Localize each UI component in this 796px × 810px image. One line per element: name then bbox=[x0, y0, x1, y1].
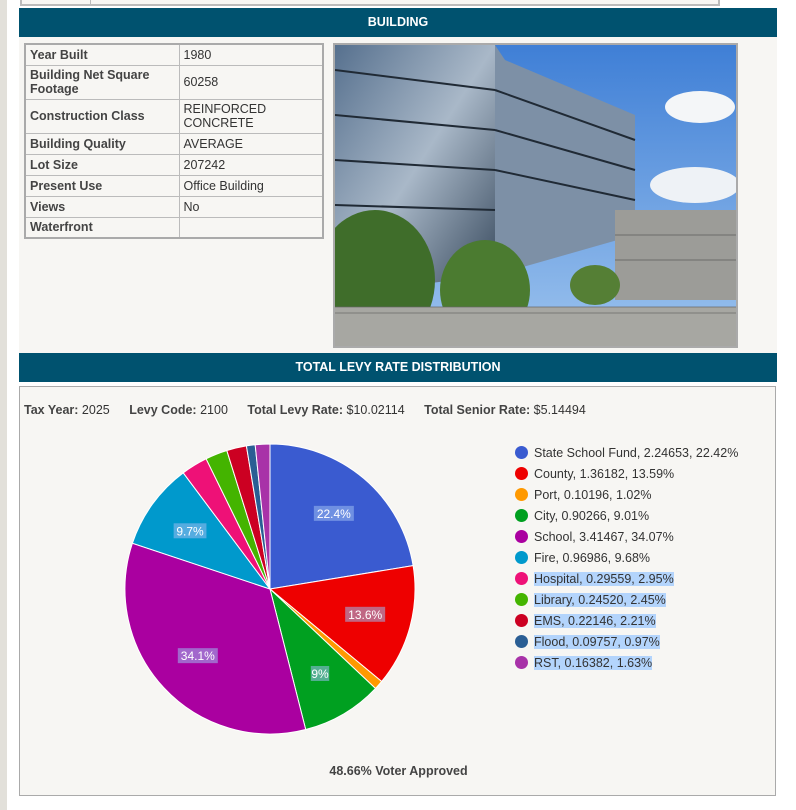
building-field-value: AVERAGE bbox=[178, 132, 324, 155]
building-row: Views No bbox=[24, 195, 324, 218]
legend-dot-icon bbox=[515, 530, 528, 543]
levy-pie-chart[interactable]: 22.4% 13.6% 9% 34.1% 9.7% bbox=[20, 387, 500, 767]
building-field-label: Waterfront bbox=[24, 216, 180, 239]
building-field-label: Building Net Square Footage bbox=[24, 64, 180, 100]
building-field-label: Year Built bbox=[24, 43, 180, 66]
legend-item[interactable]: County, 1.36182, 13.59% bbox=[515, 463, 738, 484]
slice-label-highlight bbox=[345, 606, 386, 622]
legend-dot-icon bbox=[515, 488, 528, 501]
building-row: Present Use Office Building bbox=[24, 174, 324, 197]
legend-item[interactable]: EMS, 0.22146, 2.21% bbox=[515, 610, 738, 631]
senior-rate-label: Total Senior Rate: bbox=[424, 403, 531, 417]
voter-approved: 48.66% Voter Approved bbox=[329, 764, 468, 778]
senior-rate-value: $5.14494 bbox=[533, 403, 586, 417]
building-row: Year Built 1980 bbox=[24, 43, 324, 66]
pie-slice-school[interactable] bbox=[124, 542, 307, 735]
levy-code-value: 2100 bbox=[200, 403, 228, 417]
building-field-value: 207242 bbox=[178, 153, 324, 176]
slice-label: 9.7% bbox=[176, 524, 204, 538]
building-field-label: Views bbox=[24, 195, 180, 218]
legend-item[interactable]: Library, 0.24520, 2.45% bbox=[515, 589, 738, 610]
building-row: Building Quality AVERAGE bbox=[24, 132, 324, 155]
building-field-value: 60258 bbox=[178, 64, 324, 100]
legend-dot-icon bbox=[515, 446, 528, 459]
building-field-value: REINFORCED CONCRETE bbox=[178, 98, 324, 134]
legend-item[interactable]: Port, 0.10196, 1.02% bbox=[515, 484, 738, 505]
legend-item[interactable]: School, 3.41467, 34.07% bbox=[515, 526, 738, 547]
legend-item[interactable]: Hospital, 0.29559, 2.95% bbox=[515, 568, 738, 589]
building-row: Construction Class REINFORCED CONCRETE bbox=[24, 98, 324, 134]
legend-label: Fire, 0.96986, 9.68% bbox=[534, 550, 651, 565]
building-row: Lot Size 207242 bbox=[24, 153, 324, 176]
building-row: Waterfront bbox=[24, 216, 324, 239]
slice-label: 22.4% bbox=[317, 507, 351, 521]
legend-dot-icon bbox=[515, 614, 528, 627]
building-field-label: Building Quality bbox=[24, 132, 180, 155]
legend-label: EMS, 0.22146, 2.21% bbox=[534, 613, 656, 628]
building-table: Year Built 1980 Building Net Square Footag… bbox=[24, 43, 324, 239]
slice-label: 34.1% bbox=[181, 649, 215, 663]
levy-chart-panel: Tax Year: 2025 Levy Code: 2100 Total Lev… bbox=[19, 386, 776, 796]
building-photo[interactable] bbox=[333, 43, 738, 348]
chart-legend: State School Fund, 2.24653, 22.42% County… bbox=[515, 442, 738, 673]
building-field-value: 1980 bbox=[178, 43, 324, 66]
legend-item[interactable]: State School Fund, 2.24653, 22.42% bbox=[515, 442, 738, 463]
building-field-value bbox=[178, 216, 324, 239]
legend-dot-icon bbox=[515, 593, 528, 606]
building-field-label: Present Use bbox=[24, 174, 180, 197]
slice-label-highlight bbox=[177, 648, 218, 664]
building-field-value: Office Building bbox=[178, 174, 324, 197]
legend-dot-icon bbox=[515, 635, 528, 648]
building-header: BUILDING bbox=[19, 8, 777, 37]
legend-label: Port, 0.10196, 1.02% bbox=[534, 487, 652, 502]
legend-label: RST, 0.16382, 1.63% bbox=[534, 655, 653, 670]
legend-label: Library, 0.24520, 2.45% bbox=[534, 592, 666, 607]
legend-dot-icon bbox=[515, 467, 528, 480]
building-field-label: Lot Size bbox=[24, 153, 180, 176]
building-field-label: Construction Class bbox=[24, 98, 180, 134]
slice-label-highlight bbox=[310, 665, 330, 681]
legend-item[interactable]: City, 0.90266, 9.01% bbox=[515, 505, 738, 526]
legend-label: State School Fund, 2.24653, 22.42% bbox=[534, 445, 739, 460]
legend-label: Hospital, 0.29559, 2.95% bbox=[534, 571, 674, 586]
legend-dot-icon bbox=[515, 572, 528, 585]
tax-year-label: Tax Year: bbox=[24, 403, 79, 417]
pie-slice-city[interactable] bbox=[269, 587, 377, 731]
legend-dot-icon bbox=[515, 509, 528, 522]
legend-item[interactable]: RST, 0.16382, 1.63% bbox=[515, 652, 738, 673]
tax-year-value: 2025 bbox=[81, 403, 110, 417]
total-levy-label: Total Levy Rate: bbox=[247, 403, 344, 417]
building-field-value: No bbox=[178, 195, 324, 218]
building-row: Building Net Square Footage 60258 bbox=[24, 64, 324, 100]
legend-item[interactable]: Fire, 0.96986, 9.68% bbox=[515, 547, 738, 568]
legend-label: City, 0.90266, 9.01% bbox=[534, 508, 650, 523]
slice-label-highlight bbox=[313, 505, 354, 521]
pie-slice-rst[interactable] bbox=[254, 443, 271, 590]
legend-label: School, 3.41467, 34.07% bbox=[534, 529, 674, 544]
legend-label: Flood, 0.09757, 0.97% bbox=[534, 634, 660, 649]
legend-item[interactable]: Flood, 0.09757, 0.97% bbox=[515, 631, 738, 652]
legend-dot-icon bbox=[515, 656, 528, 669]
levy-code-label: Levy Code: bbox=[129, 403, 197, 417]
previous-table-fragment bbox=[20, 0, 720, 6]
slice-label: 13.6% bbox=[348, 608, 382, 622]
levy-info: Tax Year: 2025 Levy Code: 2100 Total Lev… bbox=[24, 403, 602, 417]
legend-dot-icon bbox=[515, 551, 528, 564]
slice-label-highlight bbox=[173, 523, 207, 539]
total-levy-value: $10.02114 bbox=[346, 403, 405, 417]
pie-slice-county[interactable] bbox=[268, 565, 416, 683]
slice-label: 9% bbox=[311, 667, 329, 681]
legend-label: County, 1.36182, 13.59% bbox=[534, 466, 675, 481]
levy-header: TOTAL LEVY RATE DISTRIBUTION bbox=[19, 353, 777, 382]
page-edge bbox=[0, 0, 7, 810]
